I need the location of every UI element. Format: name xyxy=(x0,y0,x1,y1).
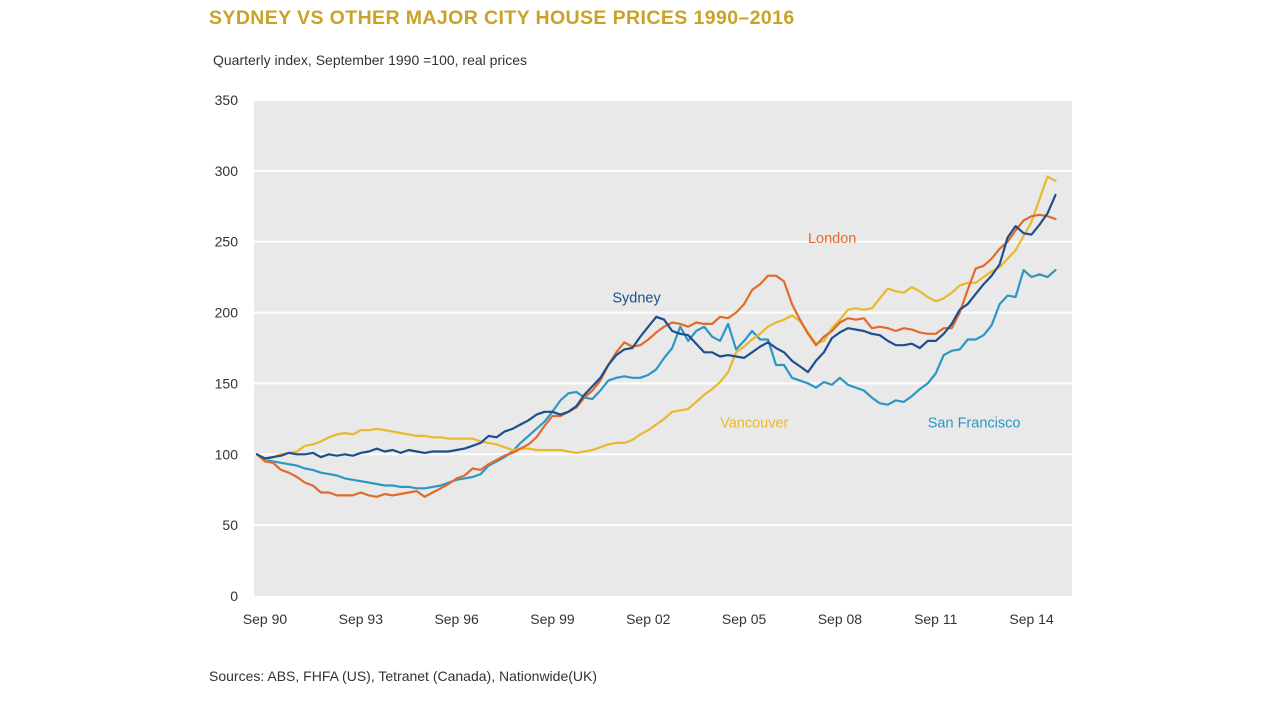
series-label-vancouver: Vancouver xyxy=(720,415,788,431)
chart-source-note: Sources: ABS, FHFA (US), Tetranet (Canad… xyxy=(209,668,598,684)
x-tick-label: Sep 99 xyxy=(530,611,575,627)
y-tick-label: 50 xyxy=(222,517,238,533)
series-line-vancouver xyxy=(255,175,1057,462)
x-tick-label: Sep 02 xyxy=(626,611,671,627)
x-axis-ticks: Sep 90 Sep 93 Sep 96 Sep 99 Sep 02 Sep 05 Sep … xyxy=(243,611,1054,627)
x-tick-label: Sep 90 xyxy=(243,611,288,627)
chart-subtitle: Quarterly index, September 1990 =100, re… xyxy=(213,52,528,68)
y-axis-ticks: 0 50 100 150 200 250 300 350 xyxy=(215,92,239,604)
series-label-san-francisco: San Francisco xyxy=(928,415,1021,431)
x-tick-label: Sep 93 xyxy=(339,611,384,627)
y-tick-label: 150 xyxy=(215,375,239,391)
y-tick-label: 0 xyxy=(230,588,238,604)
y-tick-label: 100 xyxy=(215,446,239,462)
x-tick-label: Sep 96 xyxy=(434,611,479,627)
series-labels: Sydney London Vancouver San Francisco xyxy=(612,231,1020,431)
y-tick-label: 250 xyxy=(215,234,239,250)
x-tick-label: Sep 08 xyxy=(818,611,863,627)
series-label-london: London xyxy=(808,231,856,247)
x-tick-label: Sep 05 xyxy=(722,611,767,627)
y-tick-label: 300 xyxy=(215,163,239,179)
y-tick-label: 350 xyxy=(215,92,239,108)
y-tick-label: 200 xyxy=(215,305,239,321)
series-line-sydney xyxy=(255,193,1057,460)
series-line-san-francisco xyxy=(255,269,1057,490)
series-label-sydney: Sydney xyxy=(612,291,661,307)
series-lines xyxy=(255,175,1057,498)
plot-background xyxy=(254,100,1072,596)
gridlines xyxy=(254,99,1072,527)
x-tick-label: Sep 11 xyxy=(914,611,958,627)
chart-title: SYDNEY VS OTHER MAJOR CITY HOUSE PRICES … xyxy=(209,7,795,29)
x-tick-label: Sep 14 xyxy=(1009,611,1054,627)
series-line-london xyxy=(255,213,1057,498)
